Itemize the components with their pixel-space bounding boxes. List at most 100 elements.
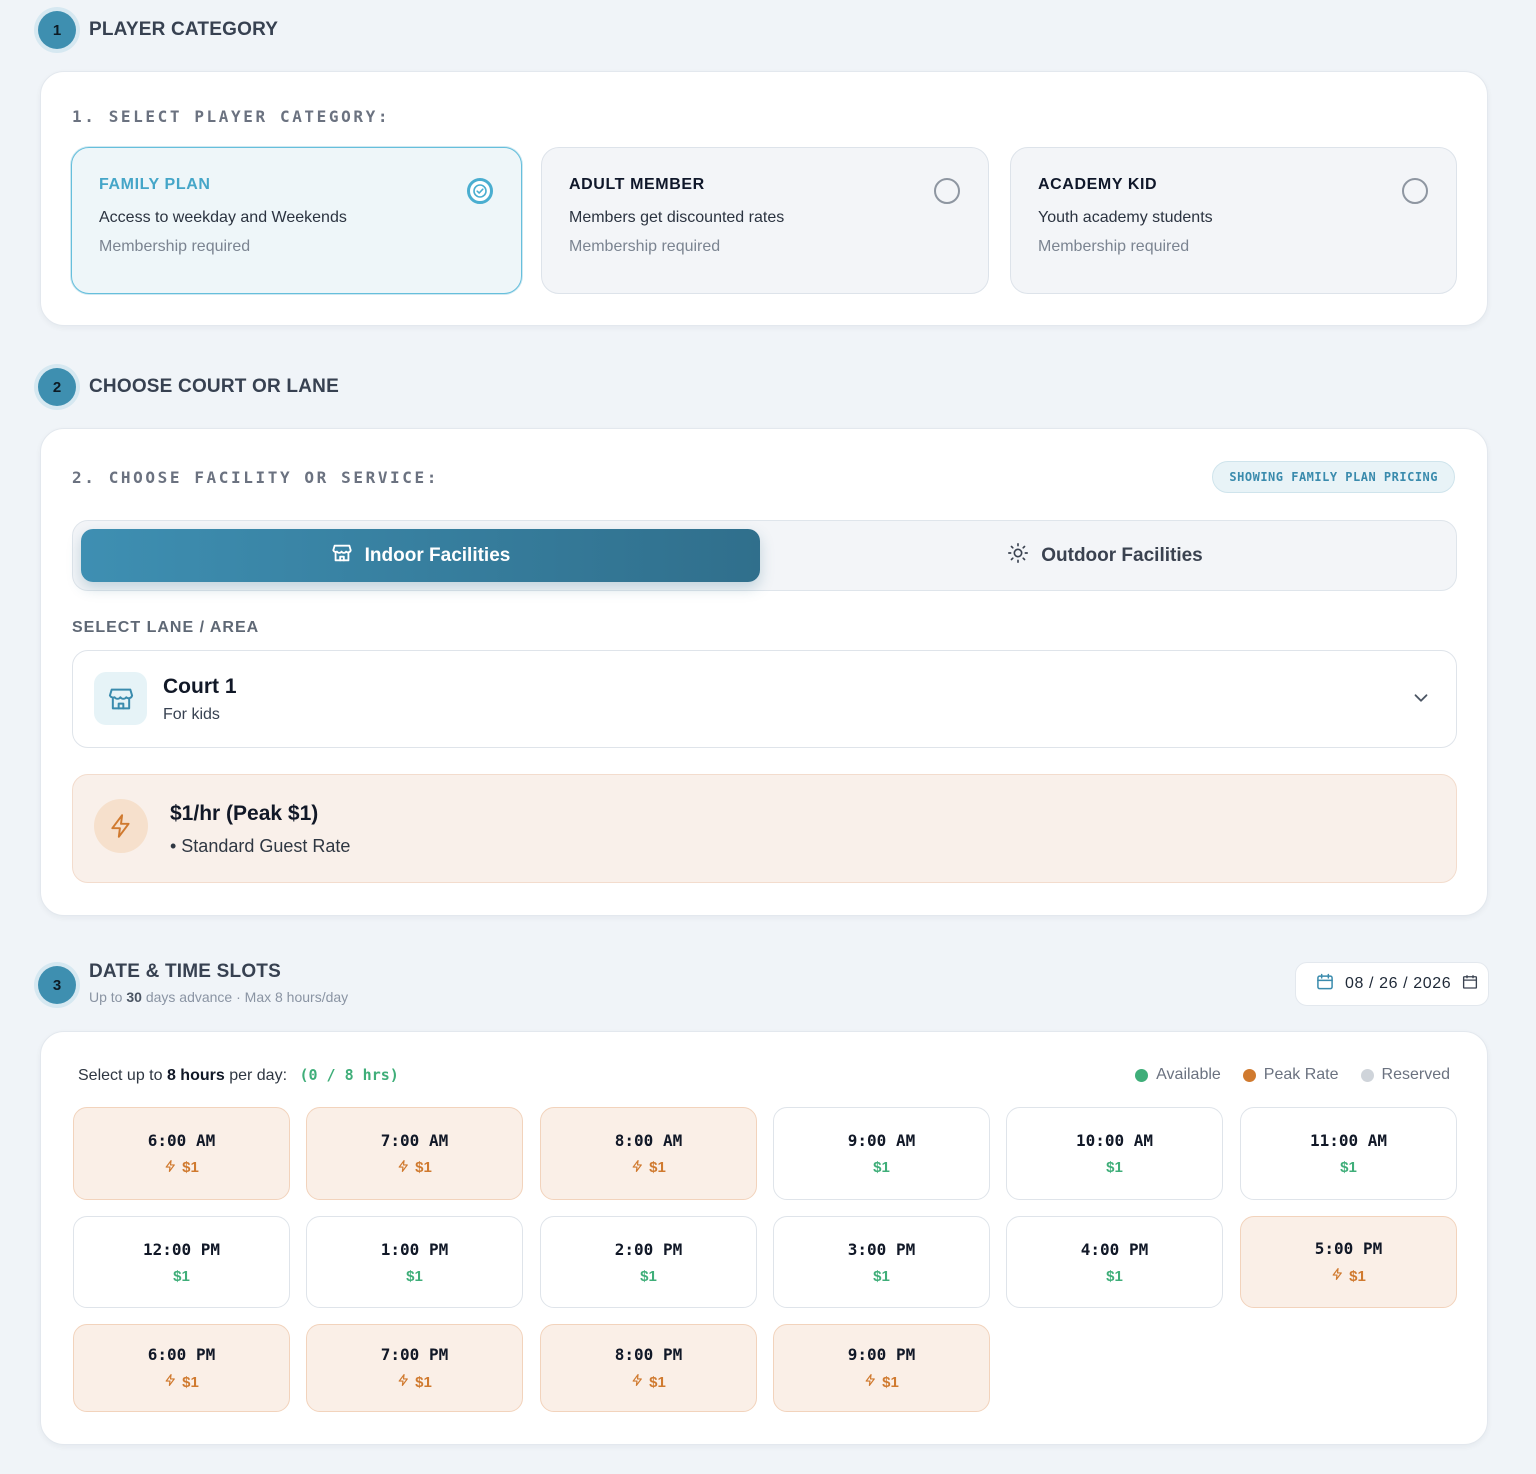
time-slot[interactable]: 1:00 PM $1 (306, 1216, 523, 1308)
time-slot[interactable]: 4:00 PM $1 (1006, 1216, 1223, 1308)
slot-price-value: $1 (649, 1159, 666, 1176)
check-circle-icon[interactable] (467, 178, 493, 204)
time-slot[interactable]: 7:00 AM $1 (306, 1107, 523, 1200)
slots-legend: Available Peak Rate Reserved (1135, 1066, 1450, 1084)
time-slot[interactable]: 3:00 PM $1 (773, 1216, 990, 1308)
lightning-icon (397, 1159, 410, 1177)
tab-outdoor-facilities[interactable]: Outdoor Facilities (760, 529, 1450, 582)
lightning-icon (631, 1159, 644, 1177)
slot-price: $1 (173, 1268, 190, 1285)
slots-prefix: Select up to (78, 1067, 163, 1084)
lightning-icon (397, 1373, 410, 1391)
legend-item: Peak Rate (1242, 1066, 1339, 1084)
lightning-icon (631, 1373, 644, 1391)
facility-card: 2. CHOOSE FACILITY OR SERVICE: SHOWING F… (40, 428, 1488, 916)
slot-price: $1 (397, 1159, 432, 1177)
step-number: 2 (38, 368, 76, 406)
step-title: DATE & TIME SLOTS (89, 961, 281, 982)
legend-label: Peak Rate (1263, 1066, 1339, 1083)
facility-label: 2. CHOOSE FACILITY OR SERVICE: (72, 468, 439, 487)
sun-icon (1007, 542, 1029, 570)
slot-price: $1 (1106, 1268, 1123, 1285)
lane-name: Court 1 (163, 675, 237, 698)
lightning-icon (864, 1373, 877, 1391)
slot-price-value: $1 (406, 1267, 423, 1285)
calendar-picker-icon[interactable] (1461, 973, 1479, 996)
lightning-icon (164, 1373, 177, 1391)
time-slot[interactable]: 2:00 PM $1 (540, 1216, 757, 1308)
time-slot[interactable]: 6:00 PM $1 (73, 1324, 290, 1412)
slot-price: $1 (873, 1159, 890, 1176)
time-slot[interactable]: 8:00 PM $1 (540, 1324, 757, 1412)
facility-tabs: Indoor Facilities Outdoor Facilities (72, 520, 1457, 591)
step-1-header: 1 PLAYER CATEGORY (38, 11, 278, 49)
step-subtitle: Up to 30 days advance · Max 8 hours/day (89, 989, 348, 1005)
radio-circle-icon[interactable] (1402, 178, 1428, 204)
time-slot[interactable]: 10:00 AM $1 (1006, 1107, 1223, 1200)
legend-dot-available (1135, 1068, 1149, 1082)
slot-time: 3:00 PM (847, 1239, 916, 1259)
category-note: Membership required (99, 238, 251, 255)
slot-price: $1 (873, 1268, 890, 1285)
slot-price: $1 (631, 1373, 666, 1391)
slot-time: 9:00 PM (847, 1345, 916, 1364)
subtitle-suffix: days advance · Max 8 hours/day (145, 988, 349, 1005)
time-slot[interactable]: 9:00 AM $1 (773, 1107, 990, 1200)
time-slot[interactable]: 7:00 PM $1 (306, 1324, 523, 1412)
legend-dot-peak (1242, 1068, 1256, 1082)
slot-time: 1:00 PM (380, 1239, 449, 1259)
slots-hours: 8 hours (166, 1067, 225, 1084)
rate-info: $1/hr (Peak $1) • Standard Guest Rate (72, 774, 1457, 883)
slots-instruction: Select up to 8 hours per day: (0 / 8 hrs… (78, 1066, 399, 1085)
slot-price: $1 (164, 1373, 199, 1391)
category-label: 1. SELECT PLAYER CATEGORY: (72, 107, 391, 126)
player-category-card: 1. SELECT PLAYER CATEGORY: FAMILY PLAN A… (40, 71, 1488, 326)
date-input[interactable]: 08 / 26 / 2026 (1295, 962, 1489, 1006)
store-icon (94, 672, 147, 725)
lane-select-label: SELECT LANE / AREA (72, 619, 260, 636)
tab-indoor-facilities[interactable]: Indoor Facilities (81, 529, 760, 582)
time-slot[interactable]: 5:00 PM $1 (1240, 1216, 1457, 1308)
legend-item: Available (1135, 1066, 1221, 1084)
category-option-family-plan[interactable]: FAMILY PLAN Access to weekday and Weeken… (71, 147, 522, 294)
slot-price-value: $1 (1349, 1267, 1366, 1285)
slot-price-value: $1 (415, 1159, 432, 1176)
category-note: Membership required (1038, 238, 1190, 255)
time-slot[interactable]: 12:00 PM $1 (73, 1216, 290, 1308)
category-title: ADULT MEMBER (569, 176, 705, 193)
step-title: PLAYER CATEGORY (89, 19, 279, 40)
slot-time: 6:00 PM (147, 1345, 216, 1364)
category-option-adult-member[interactable]: ADULT MEMBER Members get discounted rate… (541, 147, 989, 294)
date-value: 08 / 26 / 2026 (1345, 975, 1452, 992)
slot-price: $1 (397, 1373, 432, 1391)
slot-price: $1 (864, 1373, 899, 1391)
time-slot[interactable]: 8:00 AM $1 (540, 1107, 757, 1200)
category-option-academy-kid[interactable]: ACADEMY KID Youth academy students Membe… (1010, 147, 1457, 294)
slot-time: 7:00 PM (380, 1345, 449, 1364)
slot-time: 9:00 AM (847, 1131, 916, 1150)
time-slot[interactable]: 6:00 AM $1 (73, 1107, 290, 1200)
category-title: FAMILY PLAN (99, 176, 211, 193)
step-title: CHOOSE COURT OR LANE (89, 376, 339, 397)
slot-price-value: $1 (873, 1267, 890, 1285)
slot-time: 12:00 PM (142, 1239, 221, 1259)
time-slot[interactable]: 9:00 PM $1 (773, 1324, 990, 1412)
legend-item: Reserved (1360, 1066, 1450, 1084)
store-icon (331, 542, 353, 570)
pricing-badge: SHOWING FAMILY PLAN PRICING (1212, 461, 1455, 493)
step-number: 3 (38, 966, 76, 1004)
lightning-icon (1331, 1267, 1344, 1285)
slot-price-value: $1 (182, 1159, 199, 1176)
lightning-icon (94, 799, 148, 853)
subtitle-days: 30 (126, 988, 142, 1005)
subtitle-prefix: Up to (89, 988, 123, 1005)
slot-time: 6:00 AM (147, 1130, 216, 1150)
time-slot[interactable]: 11:00 AM $1 (1240, 1107, 1457, 1200)
step-3-header: 3 DATE & TIME SLOTS Up to 30 days advanc… (38, 953, 348, 1005)
chevron-down-icon[interactable] (1410, 687, 1432, 714)
radio-circle-icon[interactable] (934, 178, 960, 204)
slot-time: 5:00 PM (1314, 1239, 1383, 1258)
slot-price-value: $1 (173, 1267, 190, 1285)
lane-select[interactable]: Court 1 For kids (72, 650, 1457, 748)
lightning-icon (164, 1159, 177, 1177)
